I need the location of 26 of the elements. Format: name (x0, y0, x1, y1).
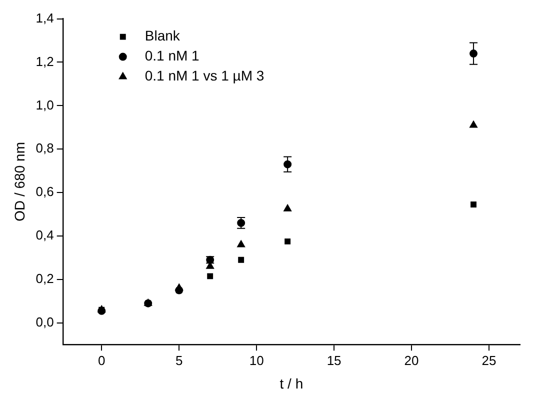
y-tick-label: 1,2 (36, 54, 54, 69)
x-axis-title: t / h (280, 375, 304, 392)
point (238, 256, 244, 263)
x-tick-label: 25 (482, 352, 496, 368)
x-tick-label: 10 (249, 352, 264, 368)
point (470, 120, 478, 128)
x-tick-label: 5 (175, 352, 183, 368)
point (207, 273, 214, 280)
y-tick-label: 0,8 (36, 140, 54, 156)
legend-label: 0.1 nM 1 vs 1 µM 3 (144, 68, 264, 84)
x-tick-label: 20 (404, 352, 419, 368)
point (237, 240, 246, 248)
x-tick-label: 0 (98, 352, 106, 368)
point (470, 202, 476, 208)
y-tick-label: 1,4 (36, 10, 54, 26)
legend-label: 0.1 nM 1 (144, 48, 200, 64)
y-tick-label: 0,4 (36, 228, 54, 243)
y-axis-title: OD / 680 nm (11, 142, 28, 222)
y-tick-label: 0,6 (36, 184, 54, 200)
y-tick-label: 1,0 (36, 97, 54, 112)
y-tick-label: 0,2 (36, 271, 54, 286)
x-tick-label: 15 (326, 352, 342, 368)
legend-label: Blank (144, 28, 181, 44)
point (284, 204, 292, 212)
y-tick-label: 0,0 (36, 314, 54, 330)
point (284, 238, 291, 244)
